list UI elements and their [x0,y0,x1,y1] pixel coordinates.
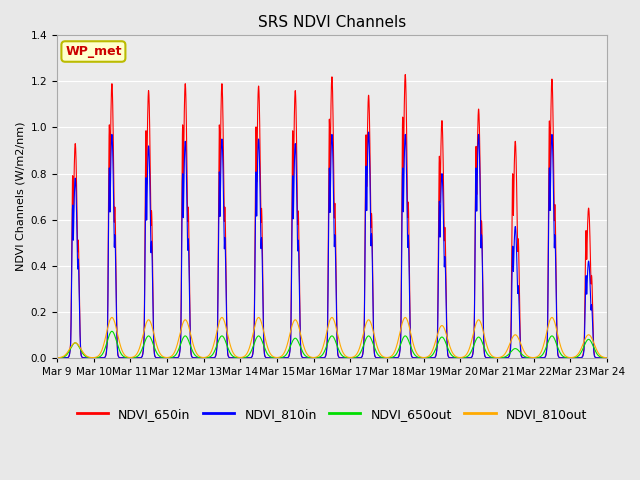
NDVI_810out [259,325,267,331]
NDVI_810out [408,335,415,341]
NDVI_650in [171,355,179,360]
NDVI_650out [603,355,611,360]
NDVI_650in [486,355,494,360]
NDVI_810out [53,355,61,360]
NDVI_810out [603,355,611,360]
NDVI_810out [171,349,179,355]
NDVI_650out [108,328,116,334]
NDVI_650out [259,340,267,346]
NDVI_650in [165,355,173,360]
NDVI_810in [601,355,609,360]
NDVI_810out [108,314,116,320]
NDVI_650out [53,355,61,360]
Line: NDVI_650out: NDVI_650out [57,331,607,358]
NDVI_810in [408,354,415,360]
NDVI_810in [603,355,611,360]
Title: SRS NDVI Channels: SRS NDVI Channels [258,15,406,30]
Line: NDVI_650in: NDVI_650in [57,74,607,358]
Line: NDVI_810out: NDVI_810out [57,317,607,358]
NDVI_650in [53,355,61,360]
NDVI_810out [601,355,609,360]
NDVI_810in [165,355,173,360]
Y-axis label: NDVI Channels (W/m2/nm): NDVI Channels (W/m2/nm) [15,122,25,271]
NDVI_650in [408,354,415,360]
NDVI_810in [365,129,372,135]
NDVI_810in [486,355,494,360]
NDVI_650out [486,354,494,360]
NDVI_650in [601,355,609,360]
NDVI_810out [165,354,173,360]
NDVI_650out [171,353,179,359]
Legend: NDVI_650in, NDVI_810in, NDVI_650out, NDVI_810out: NDVI_650in, NDVI_810in, NDVI_650out, NDV… [72,403,592,426]
NDVI_650in [259,278,267,284]
NDVI_650out [601,355,609,360]
NDVI_650in [401,72,409,77]
NDVI_810in [53,355,61,360]
NDVI_650in [603,355,611,360]
NDVI_650out [165,355,173,360]
Line: NDVI_810in: NDVI_810in [57,132,607,358]
NDVI_650out [408,347,415,352]
NDVI_810in [171,355,179,360]
NDVI_810out [486,350,494,356]
NDVI_810in [259,293,267,299]
Text: WP_met: WP_met [65,45,122,58]
